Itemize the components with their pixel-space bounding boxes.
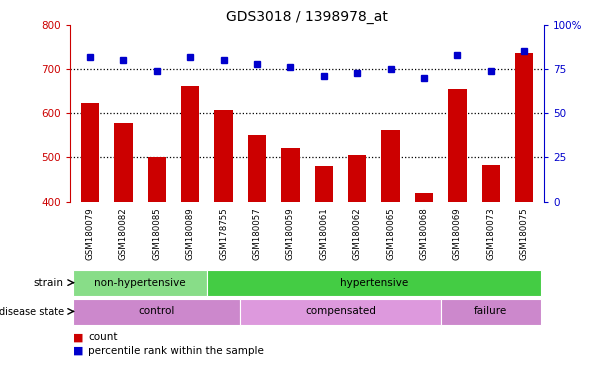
Bar [181,86,199,202]
Text: GSM180085: GSM180085 [152,207,161,260]
Text: compensated: compensated [305,306,376,316]
Text: ■: ■ [73,332,83,342]
Bar [441,299,541,325]
Text: failure: failure [474,306,507,316]
Bar [415,193,433,202]
Text: hypertensive: hypertensive [340,278,408,288]
Text: GSM180057: GSM180057 [252,207,261,260]
Bar [207,270,541,296]
Text: non-hypertensive: non-hypertensive [94,278,186,288]
Text: ■: ■ [73,346,83,356]
Bar [81,103,99,202]
Bar [448,89,466,202]
Text: GSM180069: GSM180069 [453,207,462,260]
Text: GSM180082: GSM180082 [119,207,128,260]
Bar [240,299,441,325]
Text: GSM180062: GSM180062 [353,207,362,260]
Text: GSM180068: GSM180068 [420,207,429,260]
Bar [314,166,333,202]
Text: GSM180065: GSM180065 [386,207,395,260]
Title: GDS3018 / 1398978_at: GDS3018 / 1398978_at [226,10,388,24]
Text: GSM180073: GSM180073 [486,207,496,260]
Text: strain: strain [34,278,64,288]
Bar [73,270,207,296]
Bar [73,299,240,325]
Text: percentile rank within the sample: percentile rank within the sample [88,346,264,356]
Text: GSM180089: GSM180089 [185,207,195,260]
Text: GSM180061: GSM180061 [319,207,328,260]
Text: count: count [88,332,118,342]
Bar [148,157,166,202]
Text: control: control [139,306,175,316]
Text: GSM178755: GSM178755 [219,207,228,260]
Bar [348,155,367,202]
Text: GSM180075: GSM180075 [520,207,528,260]
Bar [114,123,133,202]
Bar [248,135,266,202]
Text: GSM180059: GSM180059 [286,207,295,260]
Text: GSM180079: GSM180079 [86,207,94,260]
Bar [215,110,233,202]
Text: disease state: disease state [0,307,64,317]
Bar [281,148,300,202]
Bar [482,166,500,202]
Bar [381,130,399,202]
Bar [515,53,533,202]
